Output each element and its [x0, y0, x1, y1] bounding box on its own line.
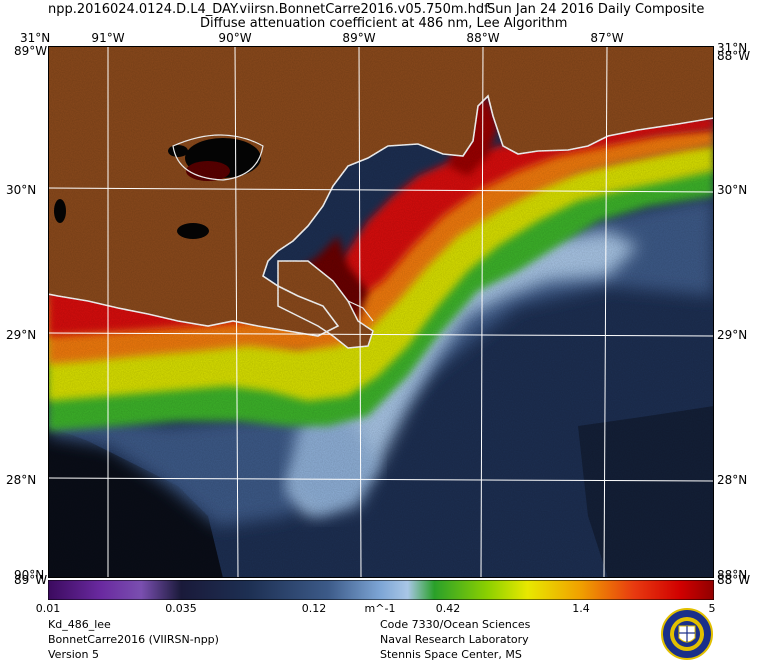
colorbar-tick-0-42: 0.42: [435, 602, 461, 615]
colorbar-tick-0-12: 0.12: [301, 602, 327, 615]
lon-label-90w: 90°W: [218, 31, 252, 45]
org-code: Code 7330/Ocean Sciences: [380, 618, 531, 631]
corner-label-top-right-lat: 31°N: [717, 41, 748, 55]
file-name: npp.2016024.0124.D.L4_DAY.viirsn.BonnetC…: [48, 2, 489, 17]
lon-label-91w: 91°W: [91, 31, 125, 45]
lon-label-88w: 88°W: [466, 31, 500, 45]
org-name: Naval Research Laboratory: [380, 633, 529, 646]
corner-label-bottom-left-lon: 89°W: [14, 573, 48, 587]
product-subtitle: Diffuse attenuation coefficient at 486 n…: [200, 16, 568, 31]
grid-lon-88w: [480, 46, 484, 578]
lat-label-left-29n: 29°N: [6, 328, 37, 342]
colorbar-tick-0-035: 0.035: [165, 602, 197, 615]
colorbar-tick-0-01: 0.01: [35, 602, 61, 615]
corner-label-bottom-right-lat: 88°N: [717, 568, 748, 582]
kd486-map: [48, 46, 714, 578]
grid-lon-90w: [234, 46, 239, 578]
lat-label-right-28n: 28°N: [717, 473, 748, 487]
colorbar-unit: m^-1: [364, 602, 396, 615]
lon-label-87w: 87°W: [590, 31, 624, 45]
nrl-logo-icon: [661, 608, 713, 660]
lat-label-left-28n: 28°N: [6, 473, 37, 487]
grid-lon-87w: [603, 46, 608, 578]
corner-label-bottom-left-lat: 90°N: [14, 568, 45, 582]
grid-lat-28n: [48, 477, 714, 482]
corner-label-bottom-right-lon: 88°W: [717, 573, 751, 587]
graticule: [48, 46, 714, 578]
grid-lat-29n: [48, 332, 714, 337]
product-name: Kd_486_lee: [48, 618, 111, 631]
colorbar-tick-1-4: 1.4: [572, 602, 590, 615]
colorbar: [48, 580, 714, 600]
corner-label-top-left-lon: 89°W: [14, 44, 48, 58]
lat-label-right-30n: 30°N: [717, 183, 748, 197]
colorbar-tick-5: 5: [708, 602, 716, 615]
grid-lon-89w: [358, 46, 362, 578]
colorbar-gradient: [48, 580, 714, 600]
lon-label-89w: 89°W: [342, 31, 376, 45]
org-location: Stennis Space Center, MS: [380, 648, 522, 661]
corner-label-top-right-lon: 88°W: [717, 49, 751, 63]
dataset-name: BonnetCarre2016 (VIIRSN-npp): [48, 633, 219, 646]
composite-date: Sun Jan 24 2016 Daily Composite: [487, 2, 705, 17]
version-label: Version 5: [48, 648, 99, 661]
lat-label-left-30n: 30°N: [6, 183, 37, 197]
grid-lat-30n: [48, 187, 714, 193]
corner-label-top-left-lat: 31°N: [20, 31, 51, 45]
lat-label-right-29n: 29°N: [717, 328, 748, 342]
